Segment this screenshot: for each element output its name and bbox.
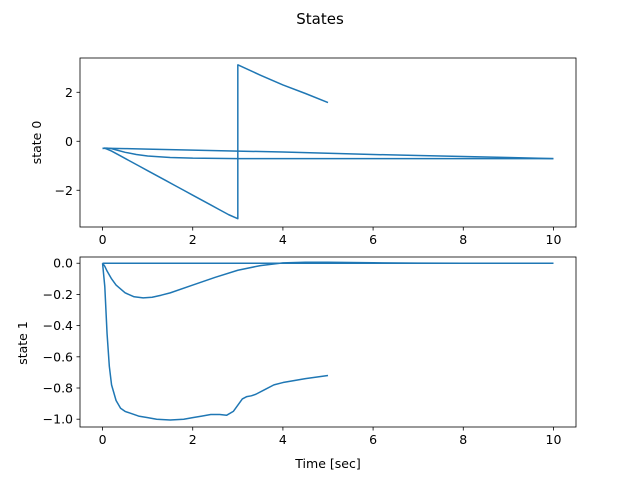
figure-title: States <box>296 10 344 28</box>
axes-frame-0 <box>79 57 577 228</box>
x-tick-label: 0 <box>99 232 107 247</box>
y-tick-label: −0.8 <box>43 381 73 396</box>
top-subplot: state 0 0 2 4 6 8 10 −2 0 2 <box>29 57 577 247</box>
x-tick-label: 8 <box>459 232 467 247</box>
axes-frame-1 <box>79 256 577 428</box>
bottom-subplot: state 1 Time [sec] 0 2 4 6 8 10 0.0 −0.2 −0.4 −0.… <box>15 256 577 471</box>
top-ylabel: state 0 <box>29 121 44 165</box>
y-tick-label: −0.4 <box>43 318 73 333</box>
y-tick-label: −2 <box>55 183 73 198</box>
y-tick-label: 0 <box>65 134 73 149</box>
series-1-1-line <box>101 261 554 299</box>
x-tick-label: 2 <box>189 432 197 447</box>
y-tick-label: −0.6 <box>43 349 73 364</box>
y-tick-label: −0.2 <box>43 287 73 302</box>
series-0-1-line <box>102 64 329 220</box>
x-tick-label: 8 <box>459 432 467 447</box>
x-tick-label: 4 <box>279 432 287 447</box>
series-0-2-line <box>102 147 554 160</box>
y-tick-label: 2 <box>65 85 73 100</box>
bottom-ylabel: state 1 <box>15 321 30 365</box>
x-tick-label: 4 <box>279 232 287 247</box>
x-tick-label: 6 <box>369 432 377 447</box>
x-tick-label: 10 <box>546 232 562 247</box>
x-tick-label: 2 <box>189 232 197 247</box>
series-1-0-line <box>101 263 329 421</box>
x-tick-label: 10 <box>546 432 562 447</box>
y-tick-label: −1.0 <box>43 412 73 427</box>
x-tick-label: 0 <box>99 432 107 447</box>
bottom-xlabel: Time [sec] <box>294 456 360 471</box>
y-tick-label: 0.0 <box>53 256 73 271</box>
x-tick-label: 6 <box>369 232 377 247</box>
